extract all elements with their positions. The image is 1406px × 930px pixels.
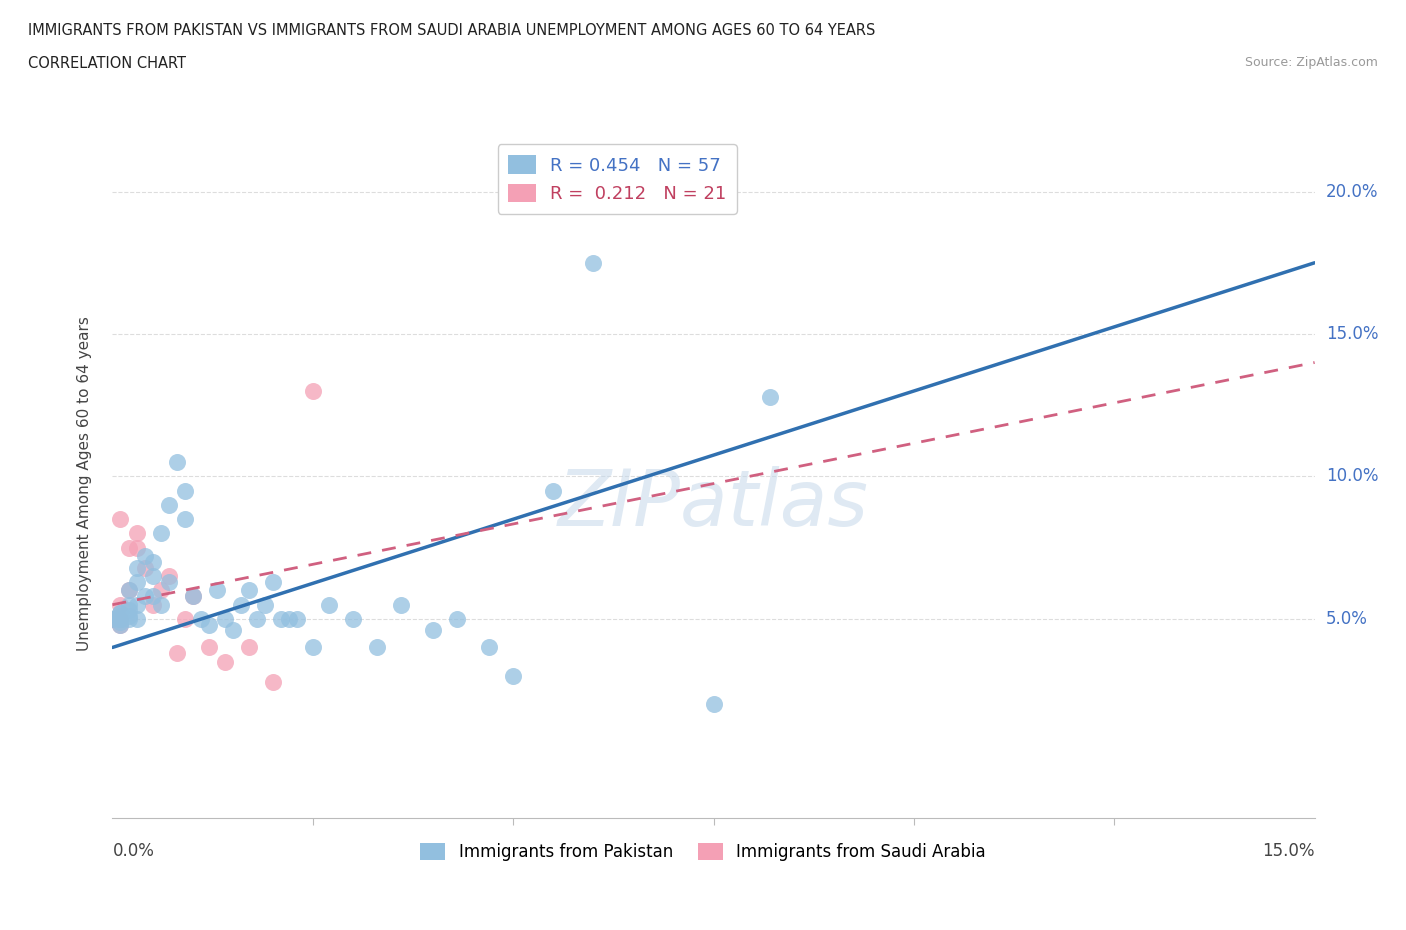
Point — [134, 589, 156, 604]
Point — [101, 612, 124, 627]
Point — [277, 612, 299, 627]
Text: Source: ZipAtlas.com: Source: ZipAtlas.com — [1244, 56, 1378, 69]
Point — [446, 612, 468, 627]
Point — [173, 484, 195, 498]
Point — [101, 612, 124, 627]
Point — [366, 640, 388, 655]
Point — [173, 512, 195, 526]
Point — [502, 669, 524, 684]
Point — [117, 583, 139, 598]
Point — [110, 512, 132, 526]
Point — [214, 612, 236, 627]
Point — [157, 575, 180, 590]
Point — [181, 589, 204, 604]
Text: 5.0%: 5.0% — [1326, 610, 1368, 628]
Point — [166, 645, 188, 660]
Point — [318, 597, 340, 612]
Point — [229, 597, 252, 612]
Point — [342, 612, 364, 627]
Point — [117, 608, 139, 623]
Point — [141, 569, 163, 584]
Point — [758, 390, 780, 405]
Point — [110, 597, 132, 612]
Point — [543, 484, 565, 498]
Point — [110, 612, 132, 627]
Text: 10.0%: 10.0% — [1326, 468, 1378, 485]
Point — [197, 640, 219, 655]
Text: CORRELATION CHART: CORRELATION CHART — [28, 56, 186, 71]
Point — [389, 597, 412, 612]
Text: ZIPatlas: ZIPatlas — [558, 466, 869, 541]
Point — [149, 526, 172, 541]
Point — [285, 612, 308, 627]
Point — [134, 560, 156, 575]
Point — [110, 612, 132, 627]
Point — [246, 612, 269, 627]
Point — [110, 605, 132, 620]
Point — [125, 575, 148, 590]
Point — [117, 603, 139, 618]
Point — [141, 589, 163, 604]
Text: 20.0%: 20.0% — [1326, 182, 1378, 201]
Point — [582, 256, 605, 271]
Y-axis label: Unemployment Among Ages 60 to 64 years: Unemployment Among Ages 60 to 64 years — [77, 316, 91, 651]
Point — [125, 597, 148, 612]
Point — [141, 597, 163, 612]
Point — [149, 583, 172, 598]
Point — [302, 383, 325, 398]
Point — [157, 498, 180, 512]
Point — [110, 618, 132, 632]
Point — [110, 612, 132, 627]
Point — [197, 618, 219, 632]
Text: 15.0%: 15.0% — [1263, 842, 1315, 859]
Point — [214, 654, 236, 669]
Point — [253, 597, 276, 612]
Point — [166, 455, 188, 470]
Point — [117, 583, 139, 598]
Point — [262, 575, 284, 590]
Legend: R = 0.454   N = 57, R =  0.212   N = 21: R = 0.454 N = 57, R = 0.212 N = 21 — [498, 144, 737, 214]
Point — [125, 612, 148, 627]
Point — [238, 583, 260, 598]
Text: 0.0%: 0.0% — [112, 842, 155, 859]
Point — [110, 612, 132, 627]
Point — [302, 640, 325, 655]
Point — [117, 612, 139, 627]
Point — [117, 597, 139, 612]
Point — [422, 623, 444, 638]
Point — [190, 612, 212, 627]
Point — [117, 540, 139, 555]
Point — [173, 612, 195, 627]
Point — [181, 589, 204, 604]
Point — [478, 640, 501, 655]
Point — [110, 615, 132, 630]
Point — [222, 623, 245, 638]
Point — [205, 583, 228, 598]
Point — [134, 549, 156, 564]
Point — [125, 560, 148, 575]
Point — [270, 612, 292, 627]
Point — [125, 540, 148, 555]
Point — [110, 608, 132, 623]
Point — [262, 674, 284, 689]
Text: 15.0%: 15.0% — [1326, 325, 1378, 343]
Point — [149, 597, 172, 612]
Point — [157, 569, 180, 584]
Legend: Immigrants from Pakistan, Immigrants from Saudi Arabia: Immigrants from Pakistan, Immigrants fro… — [413, 836, 993, 868]
Point — [110, 605, 132, 620]
Point — [702, 697, 725, 711]
Point — [125, 526, 148, 541]
Point — [238, 640, 260, 655]
Point — [110, 618, 132, 632]
Point — [141, 554, 163, 569]
Text: IMMIGRANTS FROM PAKISTAN VS IMMIGRANTS FROM SAUDI ARABIA UNEMPLOYMENT AMONG AGES: IMMIGRANTS FROM PAKISTAN VS IMMIGRANTS F… — [28, 23, 876, 38]
